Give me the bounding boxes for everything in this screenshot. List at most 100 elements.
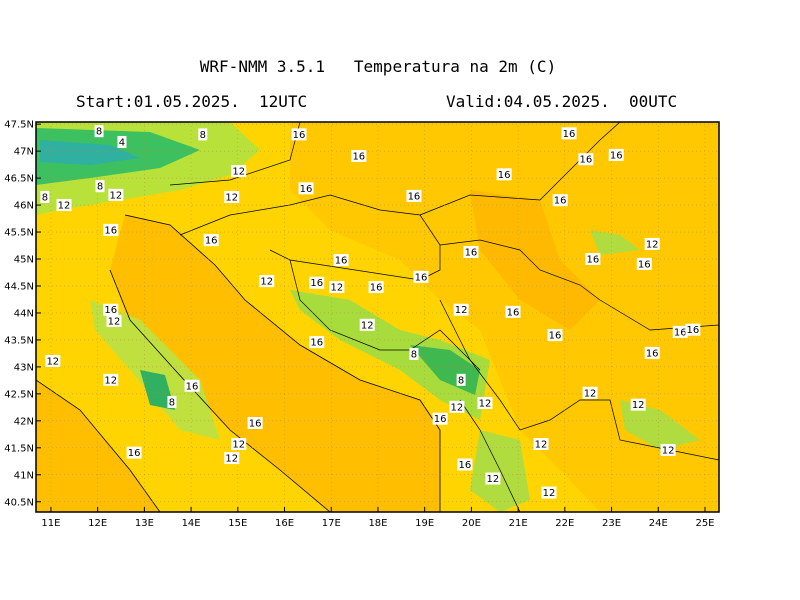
contour-label-box xyxy=(309,336,325,349)
y-tick-label: 45N xyxy=(14,255,34,266)
contour-label-box xyxy=(56,199,72,212)
contour-label: 12 xyxy=(58,201,71,212)
contour-label: 12 xyxy=(225,454,238,465)
x-tick-label: 21E xyxy=(509,518,528,529)
contour-label-box xyxy=(409,347,419,360)
adriatic-sea xyxy=(110,215,440,512)
contour-label-box xyxy=(117,135,127,148)
y-tick-label: 46N xyxy=(14,201,34,212)
contour-label: 12 xyxy=(646,239,659,250)
x-tick-label: 11E xyxy=(41,518,60,529)
contour-label: 16 xyxy=(498,170,511,181)
contour-label-box xyxy=(333,254,349,267)
contour-label-box xyxy=(198,128,208,141)
contour-label-box xyxy=(40,190,50,203)
y-tick-label: 44N xyxy=(14,308,34,319)
y-tick-label: 47N xyxy=(14,147,34,158)
contour-label: 16 xyxy=(128,448,141,459)
warm-core xyxy=(470,190,600,330)
y-tick-label: 41.5N xyxy=(4,443,34,454)
contour-label: 16 xyxy=(434,414,447,425)
contour-label: 16 xyxy=(205,236,218,247)
contour-label-box xyxy=(477,397,493,410)
contour-label: 12 xyxy=(232,167,245,178)
contour-label-box xyxy=(95,180,105,193)
contour-label-box xyxy=(533,438,549,451)
x-tick-label: 16E xyxy=(275,518,294,529)
contour-label: 12 xyxy=(104,375,117,386)
contour-label: 12 xyxy=(479,399,492,410)
contour-label: 12 xyxy=(225,192,238,203)
start-time: Start:01.05.2025. 12UTC xyxy=(76,92,307,111)
contour-label: 12 xyxy=(108,317,121,328)
contour-label-box xyxy=(582,386,598,399)
y-tick-label: 47.5N xyxy=(4,120,34,131)
contour-label: 16 xyxy=(610,150,623,161)
contour-label: 8 xyxy=(97,182,103,193)
contour-label-box xyxy=(329,281,345,294)
contour-label-box xyxy=(485,472,501,485)
contour-label-box xyxy=(103,223,119,236)
contour-label-box xyxy=(103,303,119,316)
contour-label-box xyxy=(231,165,247,178)
borders xyxy=(169,122,719,512)
x-tick-label: 14E xyxy=(182,518,201,529)
x-tick-label: 19E xyxy=(415,518,434,529)
contour-label: 12 xyxy=(110,190,123,201)
contour-label-box xyxy=(94,125,104,138)
contour-label: 16 xyxy=(638,259,651,270)
x-tick-label: 22E xyxy=(555,518,574,529)
contour-label: 12 xyxy=(232,440,245,451)
contour-label-box xyxy=(167,395,177,408)
contour-label: 16 xyxy=(465,248,478,259)
x-tick-label: 17E xyxy=(322,518,341,529)
contour-label-box xyxy=(660,443,676,456)
y-tick-label: 46.5N xyxy=(4,174,34,185)
contour-label: 12 xyxy=(632,400,645,411)
contour-label-box xyxy=(203,234,219,247)
apennine-cool xyxy=(90,300,220,440)
contour-label: 16 xyxy=(104,305,117,316)
contour-label-box xyxy=(103,373,119,386)
valid-time: Valid:04.05.2025. 00UTC xyxy=(446,92,677,111)
x-tick-label: 20E xyxy=(462,518,481,529)
contour-label: 16 xyxy=(415,272,428,283)
contour-label-box xyxy=(578,153,594,166)
contour-label-box xyxy=(463,246,479,258)
axes: 11E 12E 13E 14E 15E 16E 17E 18E 19E 20E 21E 22E 23E 2… xyxy=(4,120,714,529)
carpathian-cool xyxy=(590,230,640,255)
contour-label: 12 xyxy=(330,283,343,294)
contour-label: 8 xyxy=(411,349,417,360)
contour-label-box xyxy=(636,257,652,270)
contour-label-box xyxy=(541,486,557,499)
contour-label: 16 xyxy=(686,325,699,336)
contour-label: 12 xyxy=(584,388,597,399)
contour-label: 16 xyxy=(186,381,199,392)
contour-label: 8 xyxy=(200,130,206,141)
contour-label: 16 xyxy=(310,278,323,289)
contour-label-box xyxy=(406,189,422,202)
contour-label-box xyxy=(247,416,263,429)
y-tick-label: 44.5N xyxy=(4,281,34,292)
contour-label-box xyxy=(309,276,325,289)
contour-label: 16 xyxy=(249,418,262,429)
contour-label: 12 xyxy=(487,474,500,485)
contour-label: 8 xyxy=(42,192,48,203)
apennine-cold xyxy=(140,370,175,410)
contour-label: 16 xyxy=(554,196,567,207)
contour-label-box xyxy=(672,325,688,338)
contour-label-box xyxy=(298,182,314,195)
contour-label: 16 xyxy=(408,191,421,202)
contour-label-box xyxy=(630,398,646,411)
x-tick-label: 12E xyxy=(88,518,107,529)
contour-label-box xyxy=(453,303,469,316)
contour-label: 12 xyxy=(451,402,464,413)
contour-label-box xyxy=(608,148,624,161)
contour-label-box xyxy=(644,237,660,250)
contour-label-box xyxy=(496,168,512,181)
contour-label-box xyxy=(184,379,200,392)
contour-label: 12 xyxy=(543,488,556,499)
